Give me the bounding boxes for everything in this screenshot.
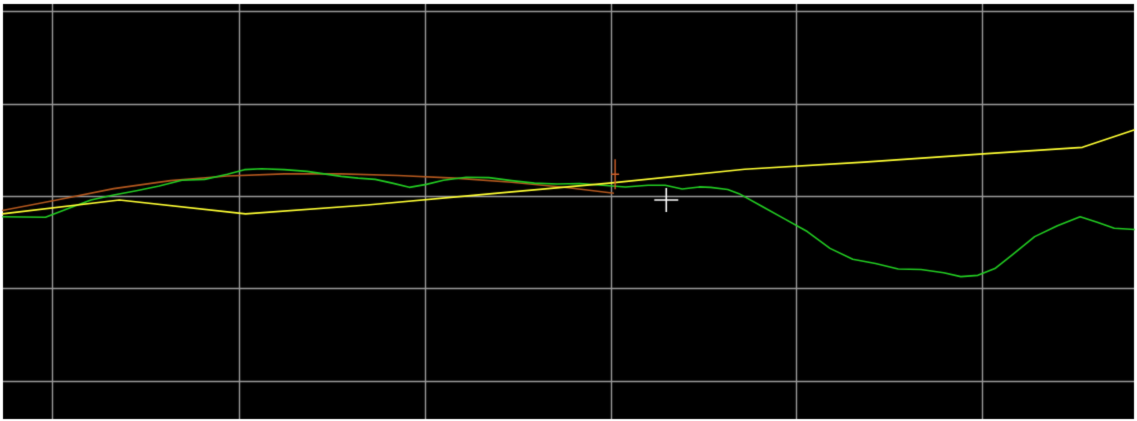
profile-view[interactable] — [0, 0, 1137, 421]
profile-canvas[interactable] — [0, 0, 1137, 421]
